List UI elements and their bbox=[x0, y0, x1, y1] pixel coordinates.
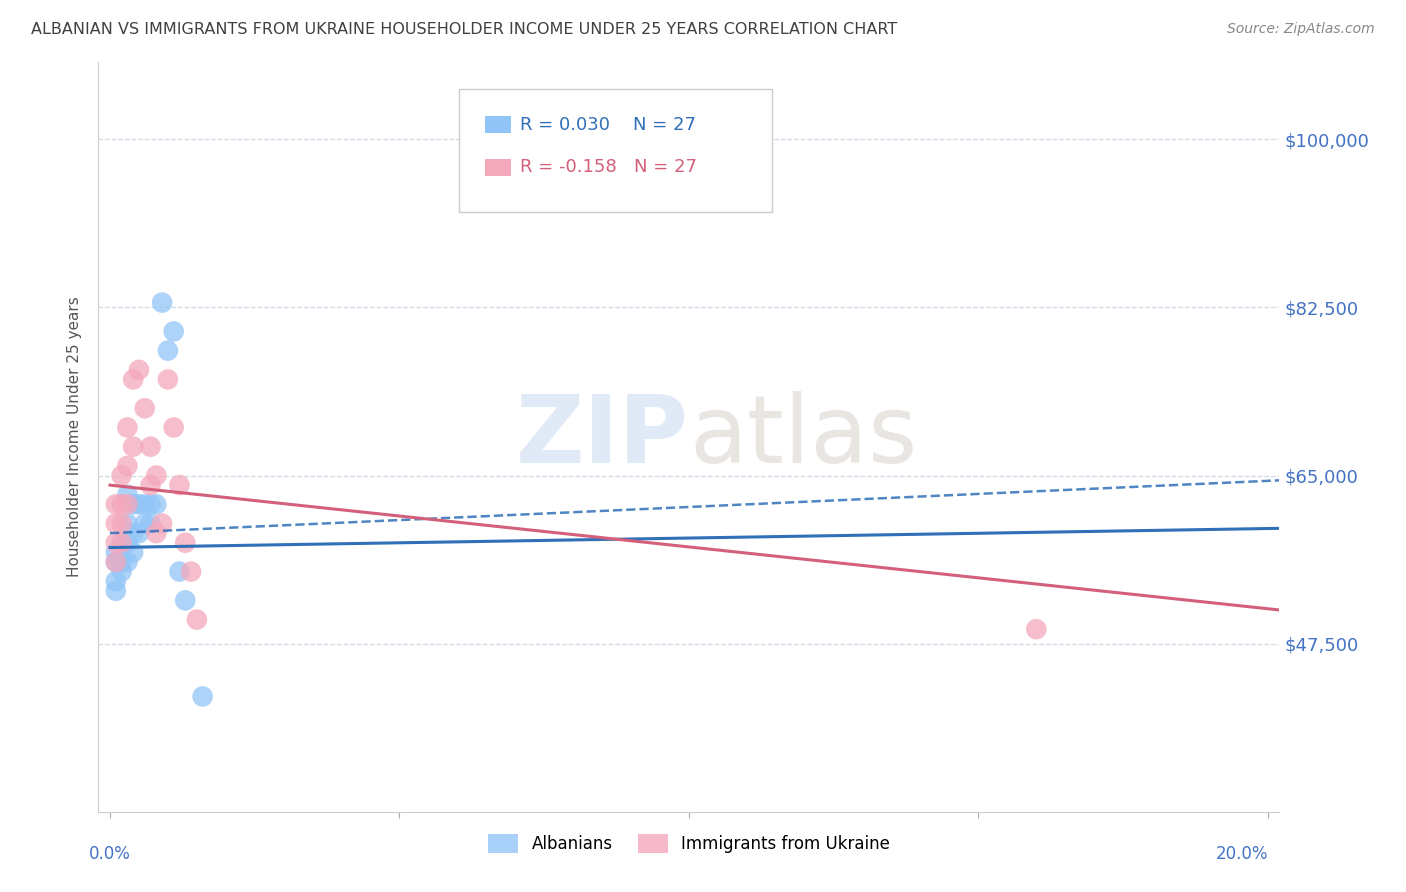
Text: 0.0%: 0.0% bbox=[89, 846, 131, 863]
Text: R = -0.158   N = 27: R = -0.158 N = 27 bbox=[520, 159, 697, 177]
Point bbox=[156, 372, 179, 386]
Text: R = 0.030    N = 27: R = 0.030 N = 27 bbox=[520, 116, 696, 134]
Point bbox=[104, 535, 127, 549]
Point bbox=[122, 497, 145, 511]
Point bbox=[186, 613, 208, 627]
Text: ALBANIAN VS IMMIGRANTS FROM UKRAINE HOUSEHOLDER INCOME UNDER 25 YEARS CORRELATIO: ALBANIAN VS IMMIGRANTS FROM UKRAINE HOUS… bbox=[31, 22, 897, 37]
Point bbox=[104, 583, 127, 598]
Point bbox=[110, 516, 132, 531]
Point bbox=[163, 325, 186, 339]
FancyBboxPatch shape bbox=[458, 88, 772, 212]
Point bbox=[134, 401, 156, 416]
Point bbox=[117, 535, 139, 549]
Point bbox=[150, 295, 173, 310]
Point bbox=[128, 363, 150, 377]
Point bbox=[139, 440, 162, 454]
Point bbox=[110, 535, 132, 549]
Point bbox=[128, 526, 150, 541]
Text: 20.0%: 20.0% bbox=[1215, 846, 1268, 863]
Point bbox=[104, 497, 127, 511]
Point bbox=[191, 690, 214, 704]
Point bbox=[150, 516, 173, 531]
Point bbox=[110, 468, 132, 483]
Point bbox=[122, 372, 145, 386]
Point bbox=[128, 497, 150, 511]
Y-axis label: Householder Income Under 25 years: Householder Income Under 25 years bbox=[67, 297, 83, 577]
Point bbox=[117, 516, 139, 531]
Point bbox=[122, 440, 145, 454]
Point bbox=[104, 516, 127, 531]
Point bbox=[134, 497, 156, 511]
FancyBboxPatch shape bbox=[485, 116, 510, 133]
Text: atlas: atlas bbox=[689, 391, 917, 483]
Point bbox=[145, 468, 167, 483]
Point bbox=[139, 497, 162, 511]
Point bbox=[1025, 622, 1047, 636]
Point bbox=[117, 458, 139, 473]
Point bbox=[156, 343, 179, 358]
Point bbox=[104, 574, 127, 589]
Point bbox=[110, 535, 132, 549]
Point bbox=[134, 516, 156, 531]
Point bbox=[110, 497, 132, 511]
Point bbox=[169, 478, 191, 492]
Point bbox=[110, 565, 132, 579]
Legend: Albanians, Immigrants from Ukraine: Albanians, Immigrants from Ukraine bbox=[481, 827, 897, 860]
Point bbox=[174, 593, 197, 607]
Point bbox=[169, 565, 191, 579]
Point bbox=[163, 420, 186, 434]
Point bbox=[117, 497, 139, 511]
Point bbox=[145, 497, 167, 511]
Point bbox=[117, 555, 139, 569]
Point bbox=[110, 555, 132, 569]
Point bbox=[139, 516, 162, 531]
Point bbox=[117, 420, 139, 434]
Text: Source: ZipAtlas.com: Source: ZipAtlas.com bbox=[1227, 22, 1375, 37]
Point bbox=[145, 526, 167, 541]
Point bbox=[174, 535, 197, 549]
Point bbox=[139, 478, 162, 492]
Point bbox=[104, 555, 127, 569]
Point bbox=[122, 526, 145, 541]
Point bbox=[122, 545, 145, 559]
Point bbox=[104, 545, 127, 559]
FancyBboxPatch shape bbox=[485, 159, 510, 176]
Point bbox=[117, 488, 139, 502]
Point bbox=[180, 565, 202, 579]
Text: ZIP: ZIP bbox=[516, 391, 689, 483]
Point bbox=[104, 555, 127, 569]
